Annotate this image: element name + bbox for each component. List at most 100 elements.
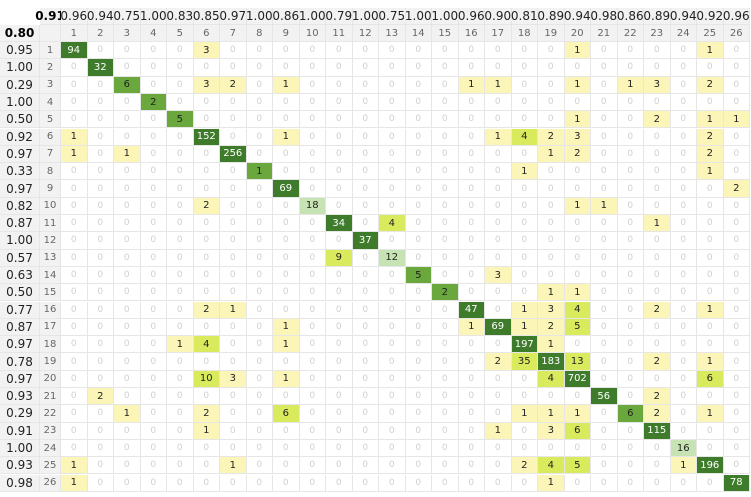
matrix-cell: 32 bbox=[87, 59, 114, 77]
column-metric: 0.89 bbox=[643, 8, 671, 25]
matrix-cell: 18 bbox=[299, 197, 326, 215]
matrix-cell: 0 bbox=[538, 111, 565, 129]
matrix-cell: 2 bbox=[140, 93, 167, 112]
matrix-cell: 196 bbox=[697, 457, 724, 475]
matrix-cell: 1 bbox=[485, 76, 512, 94]
matrix-cell: 0 bbox=[114, 457, 141, 475]
matrix-cell: 1 bbox=[538, 284, 565, 302]
column-label: 25 bbox=[697, 25, 724, 42]
matrix-cell: 0 bbox=[458, 422, 485, 440]
matrix-cell: 0 bbox=[246, 301, 273, 319]
matrix-cell: 0 bbox=[379, 336, 406, 354]
matrix-cell: 2 bbox=[511, 457, 538, 475]
matrix-cell: 0 bbox=[167, 422, 194, 440]
matrix-cell: 0 bbox=[87, 76, 114, 94]
matrix-cell: 1 bbox=[538, 336, 565, 354]
matrix-cell: 0 bbox=[114, 422, 141, 440]
matrix-cell: 1 bbox=[697, 353, 724, 371]
matrix-cell: 0 bbox=[697, 197, 724, 215]
matrix-cell: 2 bbox=[644, 301, 671, 319]
matrix-cell: 0 bbox=[273, 93, 300, 112]
matrix-cell: 0 bbox=[114, 474, 141, 492]
matrix-cell: 0 bbox=[405, 439, 432, 458]
matrix-cell: 1 bbox=[697, 301, 724, 319]
matrix-cell: 1 bbox=[273, 128, 300, 146]
matrix-cell: 0 bbox=[591, 145, 618, 164]
column-label: 5 bbox=[167, 25, 194, 42]
matrix-cell: 0 bbox=[352, 163, 379, 181]
matrix-cell: 0 bbox=[670, 232, 697, 250]
matrix-cell: 0 bbox=[591, 353, 618, 371]
matrix-cell: 0 bbox=[352, 457, 379, 475]
column-label: 11 bbox=[326, 25, 353, 42]
matrix-cell: 0 bbox=[697, 474, 724, 492]
matrix-cell: 0 bbox=[458, 474, 485, 492]
column-metric: 1.00 bbox=[404, 8, 432, 25]
column-metric: 0.81 bbox=[510, 8, 538, 25]
matrix-cell: 0 bbox=[114, 388, 141, 406]
matrix-cell: 0 bbox=[405, 405, 432, 423]
column-label: 21 bbox=[591, 25, 618, 42]
column-metric: 0.83 bbox=[166, 8, 194, 25]
matrix-cell: 0 bbox=[87, 111, 114, 129]
matrix-cell: 0 bbox=[273, 145, 300, 164]
matrix-cell: 0 bbox=[167, 42, 194, 60]
matrix-cell: 0 bbox=[61, 422, 88, 440]
overall-precision: 0.91 bbox=[35, 8, 65, 25]
matrix-cell: 0 bbox=[405, 353, 432, 371]
matrix-cell: 0 bbox=[140, 197, 167, 215]
matrix-cell: 0 bbox=[723, 457, 750, 475]
matrix-cell: 0 bbox=[591, 111, 618, 129]
column-metric: 0.96 bbox=[60, 8, 88, 25]
matrix-cell: 0 bbox=[326, 197, 353, 215]
row-label: 9 bbox=[40, 180, 61, 198]
matrix-cell: 0 bbox=[61, 336, 88, 354]
matrix-cell: 0 bbox=[485, 370, 512, 388]
matrix-cell: 0 bbox=[352, 93, 379, 112]
matrix-cell: 0 bbox=[485, 249, 512, 267]
matrix-cell: 0 bbox=[379, 388, 406, 406]
matrix-cell: 0 bbox=[140, 370, 167, 388]
matrix-cell: 0 bbox=[61, 284, 88, 302]
matrix-cell: 0 bbox=[61, 163, 88, 181]
matrix-cell: 0 bbox=[61, 76, 88, 94]
matrix-cell: 0 bbox=[220, 336, 247, 354]
column-metric: 0.94 bbox=[669, 8, 697, 25]
matrix-cell: 0 bbox=[405, 422, 432, 440]
matrix-cell: 0 bbox=[61, 197, 88, 215]
matrix-cell: 0 bbox=[432, 93, 459, 112]
column-label: 6 bbox=[193, 25, 220, 42]
matrix-cell: 0 bbox=[697, 180, 724, 198]
matrix-cell: 0 bbox=[167, 232, 194, 250]
matrix-cell: 1 bbox=[273, 318, 300, 337]
column-metric: 0.75 bbox=[113, 8, 141, 25]
matrix-cell: 0 bbox=[697, 232, 724, 250]
matrix-cell: 0 bbox=[193, 215, 220, 233]
matrix-cell: 5 bbox=[167, 111, 194, 129]
matrix-cell: 0 bbox=[432, 111, 459, 129]
matrix-cell: 0 bbox=[246, 336, 273, 354]
matrix-cell: 0 bbox=[485, 388, 512, 406]
matrix-cell: 0 bbox=[193, 457, 220, 475]
matrix-cell: 0 bbox=[511, 145, 538, 164]
matrix-cell: 0 bbox=[644, 232, 671, 250]
matrix-cell: 94 bbox=[61, 42, 88, 60]
matrix-cell: 0 bbox=[697, 266, 724, 285]
matrix-cell: 0 bbox=[140, 42, 167, 60]
matrix-cell: 0 bbox=[538, 93, 565, 112]
matrix-cell: 0 bbox=[405, 145, 432, 164]
matrix-cell: 0 bbox=[193, 388, 220, 406]
matrix-cell: 0 bbox=[273, 284, 300, 302]
matrix-cell: 0 bbox=[299, 249, 326, 267]
matrix-cell: 0 bbox=[723, 76, 750, 94]
matrix-cell: 0 bbox=[61, 111, 88, 129]
matrix-cell: 0 bbox=[87, 42, 114, 60]
matrix-cell: 0 bbox=[511, 76, 538, 94]
matrix-cell: 0 bbox=[511, 388, 538, 406]
matrix-cell: 0 bbox=[352, 474, 379, 492]
matrix-cell: 0 bbox=[246, 284, 273, 302]
matrix-cell: 0 bbox=[458, 215, 485, 233]
matrix-cell: 0 bbox=[432, 163, 459, 181]
matrix-cell: 0 bbox=[591, 422, 618, 440]
matrix-cell: 0 bbox=[326, 474, 353, 492]
